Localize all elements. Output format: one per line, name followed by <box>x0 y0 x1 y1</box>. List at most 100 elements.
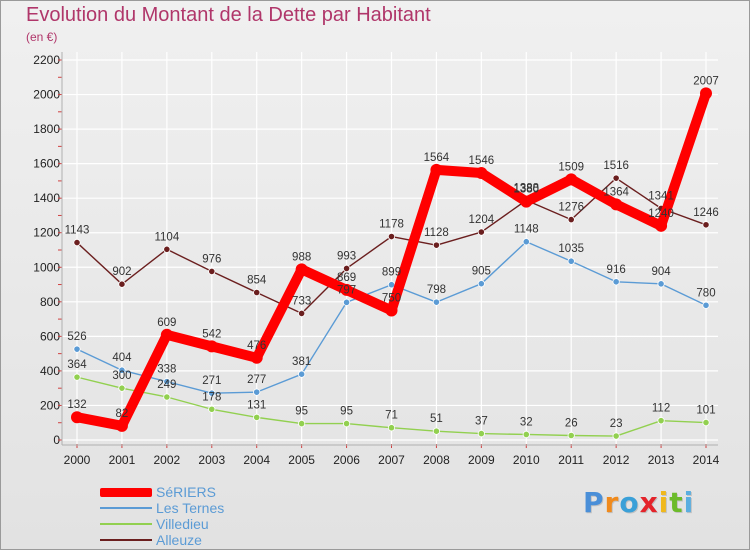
data-point-les-ternes <box>702 301 710 309</box>
data-label-alleuze: 1143 <box>65 225 90 237</box>
data-label-alleuze: 1341 <box>648 190 674 202</box>
x-tick-label: 2010 <box>513 453 540 467</box>
data-label-alleuze: 1204 <box>469 214 495 226</box>
y-tick-label: 1000 <box>33 260 60 274</box>
legend-label-seriers: SéRIERS <box>156 484 216 500</box>
data-point-les-ternes <box>253 388 261 396</box>
y-tick-label: 1600 <box>33 157 60 171</box>
data-point-alleuze <box>702 221 710 229</box>
data-label-les-ternes: 797 <box>337 284 356 296</box>
data-label-villedieu: 364 <box>67 359 87 371</box>
logo-letter: x <box>639 486 659 519</box>
data-point-villedieu <box>208 405 216 413</box>
data-label-les-ternes: 1035 <box>558 243 584 255</box>
data-label-villedieu: 23 <box>610 418 623 430</box>
data-point-villedieu <box>298 419 306 428</box>
data-point-s-riers <box>385 304 398 317</box>
data-label-alleuze: 1104 <box>154 231 179 243</box>
data-point-villedieu <box>612 432 620 440</box>
grid <box>62 52 718 446</box>
data-point-les-ternes <box>342 298 351 306</box>
data-point-les-ternes <box>73 345 81 353</box>
data-label-alleuze: 902 <box>112 266 131 278</box>
data-point-alleuze <box>118 280 126 288</box>
legend-swatch-alleuze <box>100 539 152 541</box>
data-label-les-ternes: 381 <box>292 356 311 368</box>
data-point-les-ternes <box>208 389 216 397</box>
data-point-s-riers <box>340 283 353 296</box>
data-label-villedieu: 37 <box>475 416 488 428</box>
data-point-les-ternes <box>298 370 306 378</box>
y-tick-label: 0 <box>53 433 60 447</box>
data-label-alleuze: 733 <box>292 295 311 307</box>
data-point-villedieu <box>567 431 575 440</box>
data-label-s-riers: 542 <box>202 328 221 340</box>
x-tick-label: 2012 <box>603 453 630 467</box>
data-label-villedieu: 51 <box>430 413 443 425</box>
data-label-s-riers: 2007 <box>693 75 719 87</box>
data-point-alleuze <box>253 288 261 297</box>
data-point-alleuze <box>387 232 396 241</box>
data-label-s-riers: 1564 <box>424 152 450 164</box>
x-tick-label: 2005 <box>288 453 315 467</box>
data-point-s-riers <box>71 411 83 424</box>
y-tick-label: 600 <box>40 329 60 343</box>
y-tick-label: 2200 <box>33 53 60 67</box>
data-label-villedieu: 95 <box>295 406 308 418</box>
data-label-les-ternes: 338 <box>157 364 176 376</box>
data-point-villedieu <box>522 430 530 439</box>
x-tick-label: 2008 <box>423 453 450 467</box>
legend-swatch-villedieu <box>100 523 152 525</box>
data-point-villedieu <box>657 417 665 425</box>
data-point-les-ternes <box>477 280 485 288</box>
data-point-s-riers <box>610 198 623 211</box>
data-point-les-ternes <box>612 278 620 286</box>
data-label-les-ternes: 798 <box>427 284 446 296</box>
data-label-s-riers: 1546 <box>469 155 495 167</box>
logo-letter: i <box>658 486 670 519</box>
data-label-s-riers: 1240 <box>648 208 674 220</box>
data-label-villedieu: 32 <box>520 416 533 428</box>
data-point-alleuze <box>298 309 306 317</box>
y-tick-label: 1800 <box>33 122 60 136</box>
data-label-s-riers: 132 <box>67 399 86 411</box>
data-label-s-riers: 1364 <box>603 186 629 198</box>
data-label-villedieu: 95 <box>340 406 353 418</box>
data-point-villedieu <box>702 418 710 427</box>
data-point-les-ternes <box>118 366 126 374</box>
legend-label-alleuze: Alleuze <box>156 532 202 548</box>
data-label-villedieu: 249 <box>157 379 176 391</box>
x-tick-label: 2003 <box>198 453 225 467</box>
data-point-alleuze <box>342 264 351 273</box>
data-point-s-riers <box>115 419 128 432</box>
data-label-les-ternes: 271 <box>202 375 221 387</box>
data-point-villedieu <box>387 424 396 432</box>
data-label-alleuze: 1276 <box>558 202 584 214</box>
legend-label-villedieu: Villedieu <box>156 516 209 532</box>
data-point-villedieu <box>477 430 485 438</box>
data-point-villedieu <box>163 393 171 401</box>
x-tick-label: 2002 <box>154 453 181 467</box>
data-label-villedieu: 131 <box>247 399 266 411</box>
legend-swatch-les-ternes <box>100 507 152 509</box>
data-label-s-riers: 750 <box>382 292 401 304</box>
data-label-s-riers: 988 <box>292 251 311 263</box>
data-point-les-ternes <box>432 298 441 306</box>
legend-swatch-seriers <box>100 488 152 497</box>
y-tick-label: 2000 <box>33 88 60 102</box>
y-tick-label: 200 <box>40 398 60 412</box>
data-point-s-riers <box>430 163 443 176</box>
data-point-villedieu <box>253 413 261 421</box>
data-label-alleuze: 976 <box>202 253 221 265</box>
data-label-les-ternes: 905 <box>472 266 491 278</box>
data-point-alleuze <box>567 216 575 224</box>
data-label-s-riers: 869 <box>337 272 356 284</box>
legend-label-les-ternes: Les Ternes <box>156 500 225 516</box>
logo-letter: P <box>583 486 605 519</box>
data-label-les-ternes: 780 <box>696 287 715 299</box>
data-point-alleuze <box>477 228 485 236</box>
x-tick-label: 2006 <box>333 453 360 467</box>
data-label-alleuze: 1516 <box>603 160 629 172</box>
